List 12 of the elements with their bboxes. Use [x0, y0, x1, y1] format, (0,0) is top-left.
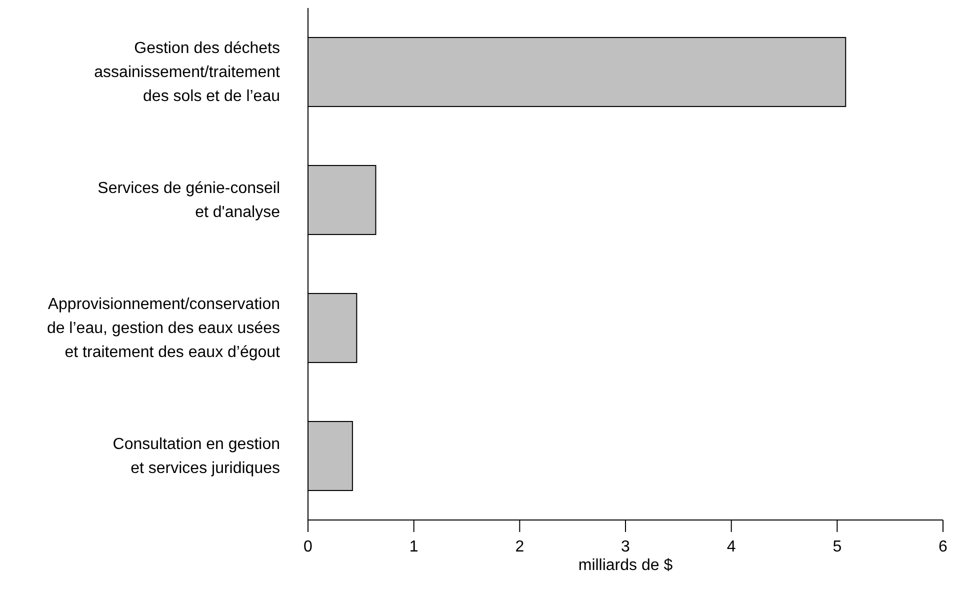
y-tick-label: Consultation en gestion et services juridiques	[112, 436, 280, 476]
x-tick-label: 4	[726, 538, 736, 556]
y-tick-label: Services de génie-conseil et d'analyse	[98, 180, 280, 220]
x-tick-label: 2	[515, 538, 524, 556]
x-tick-label: 5	[832, 538, 842, 556]
y-tick-label: Gestion des déchets assainissement/traitement des sols et de l’eau	[94, 40, 281, 104]
x-tick-label: 1	[409, 538, 418, 556]
x-tick-label: 6	[938, 538, 948, 556]
x-tick-label: 3	[621, 538, 630, 556]
x-tick-label: 0	[304, 538, 313, 556]
x-axis-title: milliards de $	[578, 557, 673, 574]
y-tick-label: Approvisionnement/conservation de l’eau, gestion des eaux usées et traitement des eaux d’égout	[46, 296, 281, 360]
